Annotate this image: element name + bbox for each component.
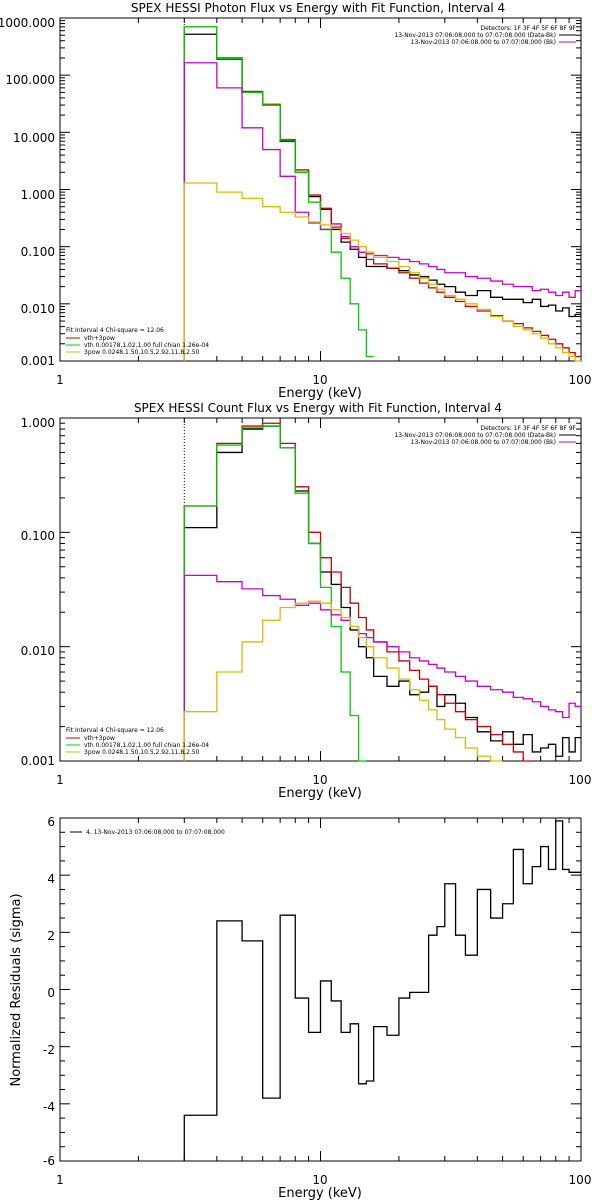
photon-flux-series-line-3	[183, 62, 581, 361]
photon-flux-series-line-4	[183, 182, 581, 362]
count-flux-series-line-0	[183, 425, 581, 761]
legend-entry-label: vth 0.00178,1.02,1.00 full chian 1.26e-0…	[84, 742, 209, 749]
legend-entry-label: 4. 13-Nov-2013 07:06:08.000 to 07:07:08.…	[86, 829, 225, 836]
photon-flux-ticks	[59, 18, 581, 362]
legend-header: Fit Interval 4 Chi-square = 12.06	[66, 327, 164, 334]
residuals-panel: 1 10 100 6 4 2 0 -2 -4 -6 Energy (keV) N…	[9, 815, 591, 1200]
count-flux-ytick-label: 0.100	[21, 529, 55, 543]
photon-flux-panel: SPEX HESSI Photon Flux vs Energy with Fi…	[0, 1, 591, 401]
legend-entry-label: 3pow 0.0248,1.50,10.5,2.92,11.8,2.50	[84, 749, 200, 756]
photon-flux-ytick-label: 0.010	[21, 302, 55, 316]
count-flux-xtick-label: 1	[56, 773, 64, 787]
residuals-ytick-label: -4	[43, 1100, 55, 1114]
photon-flux-ytick-label: 10.000	[13, 131, 55, 145]
photon-flux-legend-bottom: Fit Interval 4 Chi-square = 12.06 vth+3p…	[66, 327, 209, 356]
count-flux-ytick-label: 1.000	[21, 416, 55, 430]
residuals-ytick-label: -2	[43, 1043, 55, 1057]
residuals-ytick-label: -6	[43, 1154, 55, 1168]
legend-entry-label: 13-Nov-2013 07:06:08.000 to 07:07:08.000…	[394, 32, 556, 39]
legend-header: Detectors: 1F 3F 4F 5F 6F 8F 9F	[480, 425, 576, 432]
count-flux-xtick-label: 10	[312, 773, 327, 787]
photon-flux-series-line-1	[183, 26, 581, 361]
photon-flux-title: SPEX HESSI Photon Flux vs Energy with Fi…	[131, 1, 505, 15]
residuals-series-line-0	[183, 820, 581, 1161]
count-flux-panel: SPEX HESSI Count Flux vs Energy with Fit…	[21, 401, 592, 801]
legend-entry-label: 13-Nov-2013 07:06:08.000 to 07:07:08.000…	[411, 39, 556, 46]
count-flux-xtick-label: 100	[569, 773, 592, 787]
photon-flux-ytick-label: 0.001	[21, 354, 55, 368]
photon-flux-xtick-label: 1	[56, 373, 64, 387]
count-flux-ytick-label: 0.010	[21, 644, 55, 658]
photon-flux-ytick-label: 1000.000	[0, 16, 55, 30]
residuals-xtick-label: 10	[312, 1173, 327, 1187]
residuals-xtick-label: 1	[56, 1173, 64, 1187]
residuals-ytick-label: 4	[47, 872, 55, 886]
legend-entry-label: vth 0.00178,1.02,1.00 full chian 1.26e-0…	[84, 342, 209, 349]
count-flux-series-line-2	[183, 425, 367, 762]
photon-flux-x-axis-label: Energy (keV)	[278, 386, 362, 401]
photon-flux-xtick-label: 100	[569, 373, 592, 387]
count-flux-x-axis-label: Energy (keV)	[278, 786, 362, 801]
legend-entry-label: 13-Nov-2013 07:06:08.000 to 07:07:08.000…	[411, 439, 556, 446]
legend-entry-label: 13-Nov-2013 07:06:08.000 to 07:07:08.000…	[394, 432, 556, 439]
count-flux-title: SPEX HESSI Count Flux vs Energy with Fit…	[134, 401, 502, 415]
count-flux-ticks	[59, 418, 581, 762]
residuals-y-axis-label: Normalized Residuals (sigma)	[9, 893, 24, 1086]
count-flux-legend-bottom: Fit Interval 4 Chi-square = 12.06 vth+3p…	[66, 727, 209, 756]
residuals-ytick-label: 0	[47, 986, 55, 1000]
count-flux-series-line-1	[183, 422, 533, 762]
photon-flux-ytick-label: 100.000	[5, 73, 55, 87]
photon-flux-ytick-label: 0.100	[21, 245, 55, 259]
legend-entry-label: 3pow 0.0248,1.50,10.5,2.92,11.8,2.50	[84, 349, 200, 356]
count-flux-series-group	[183, 422, 581, 762]
residuals-x-axis-label: Energy (keV)	[278, 1186, 362, 1200]
residuals-xtick-label: 100	[569, 1173, 592, 1187]
legend-entry-label: vth+3pow	[84, 735, 115, 742]
legend-header: Fit Interval 4 Chi-square = 12.06	[66, 727, 164, 734]
photon-flux-series-line-2	[183, 26, 374, 361]
residuals-ytick-label: 6	[47, 815, 55, 829]
residuals-ytick-label: 2	[47, 929, 55, 943]
legend-header: Detectors: 1F 3F 4F 5F 6F 8F 9F	[480, 25, 576, 32]
count-flux-series-line-3	[183, 574, 581, 761]
count-flux-plot-frame	[59, 417, 582, 762]
residuals-legend: 4. 13-Nov-2013 07:06:08.000 to 07:07:08.…	[70, 829, 225, 836]
photon-flux-plot-frame	[59, 17, 582, 362]
photon-flux-series-group	[183, 26, 581, 362]
count-flux-legend-top: Detectors: 1F 3F 4F 5F 6F 8F 9F 13-Nov-2…	[394, 425, 576, 446]
legend-entry-label: vth+3pow	[84, 335, 115, 342]
photon-flux-legend-top: Detectors: 1F 3F 4F 5F 6F 8F 9F 13-Nov-2…	[394, 25, 576, 46]
count-flux-ytick-label: 0.001	[21, 754, 55, 768]
count-flux-series-line-4	[183, 600, 503, 762]
residuals-series-group	[183, 820, 581, 1161]
photon-flux-series-line-0	[183, 33, 581, 361]
photon-flux-ytick-label: 1.000	[21, 188, 55, 202]
photon-flux-xtick-label: 10	[312, 373, 327, 387]
